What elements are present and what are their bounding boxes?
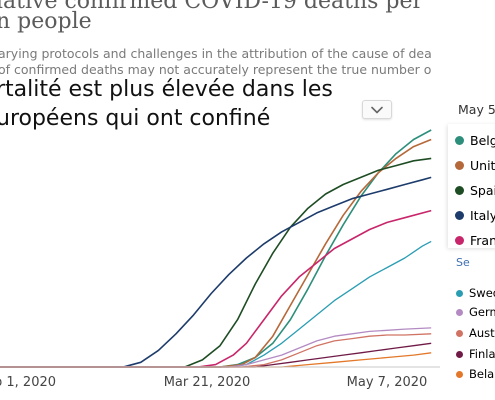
legend-dot <box>455 235 464 245</box>
chevron-down-icon <box>371 106 383 113</box>
legend-dot <box>456 329 463 337</box>
series-line-fran <box>0 209 432 368</box>
legend-item-germany[interactable]: Germ <box>455 303 495 321</box>
legend-item-finland[interactable]: Finla <box>455 345 495 363</box>
legend-item-france[interactable]: Fran <box>455 231 495 249</box>
series-lines <box>0 129 432 368</box>
legend-label: Belar <box>469 367 495 381</box>
legend-item-united-kingdom[interactable]: Unit <box>455 156 495 174</box>
series-line-germ <box>0 327 432 368</box>
series-line-italy <box>0 176 432 368</box>
legend-dot <box>456 370 463 378</box>
legend-label: Unit <box>470 157 495 173</box>
legend-item-italy[interactable]: Italy <box>455 206 495 224</box>
legend-dot <box>455 185 464 195</box>
series-line-swed <box>0 240 432 368</box>
x-axis-ticks: b 1, 2020 Mar 21, 2020 May 7, 2020 <box>0 375 427 390</box>
legend-dot <box>455 135 464 145</box>
x-tick-label: b 1, 2020 <box>0 375 56 390</box>
dropdown-toggle[interactable] <box>362 100 392 119</box>
x-tick-label: May 7, 2020 <box>347 375 428 390</box>
legend-label: Belg <box>470 132 495 148</box>
legend-label: Swed <box>469 286 495 300</box>
legend-item-spain[interactable]: Spai <box>455 181 495 199</box>
chart-subtitle-line2: of confirmed deaths may not accurately r… <box>0 62 432 77</box>
series-line-finla <box>0 342 432 368</box>
overlay-caption-line1: rtalité est plus élevée dans les <box>0 76 337 104</box>
legend-label: Germ <box>469 305 495 319</box>
chart-title-line2: n people <box>0 9 92 34</box>
legend-dot <box>456 289 463 297</box>
legend-date-header: May 5, <box>458 102 495 117</box>
series-line-belg <box>0 129 432 368</box>
legend-label: Italy <box>470 207 495 223</box>
series-line-unit <box>0 138 432 368</box>
legend-item-austria[interactable]: Austr <box>455 324 495 342</box>
legend-dot <box>456 350 463 358</box>
chart-title-line1: lative confirmed COVID-19 deaths per <box>0 0 424 14</box>
legend-dot <box>455 210 464 220</box>
legend-item-belarus[interactable]: Belar <box>455 365 495 383</box>
series-line-austr <box>0 333 432 368</box>
legend-label: Finla <box>469 347 495 361</box>
legend-item-sweden[interactable]: Swed <box>455 284 495 302</box>
series-line-spai <box>0 157 432 368</box>
legend-more-link[interactable]: Se <box>456 256 470 269</box>
legend-label: Fran <box>470 232 495 248</box>
legend-dot <box>455 160 464 170</box>
legend-label: Austr <box>469 326 495 340</box>
overlay-caption-line2: uropéens qui ont confiné <box>0 105 275 133</box>
legend-item-belgium[interactable]: Belg <box>455 131 495 149</box>
legend-dot <box>456 308 463 316</box>
chart-subtitle-line1: arying protocols and challenges in the a… <box>0 46 432 61</box>
legend-label: Spai <box>470 182 495 198</box>
x-tick-label: Mar 21, 2020 <box>164 375 251 390</box>
